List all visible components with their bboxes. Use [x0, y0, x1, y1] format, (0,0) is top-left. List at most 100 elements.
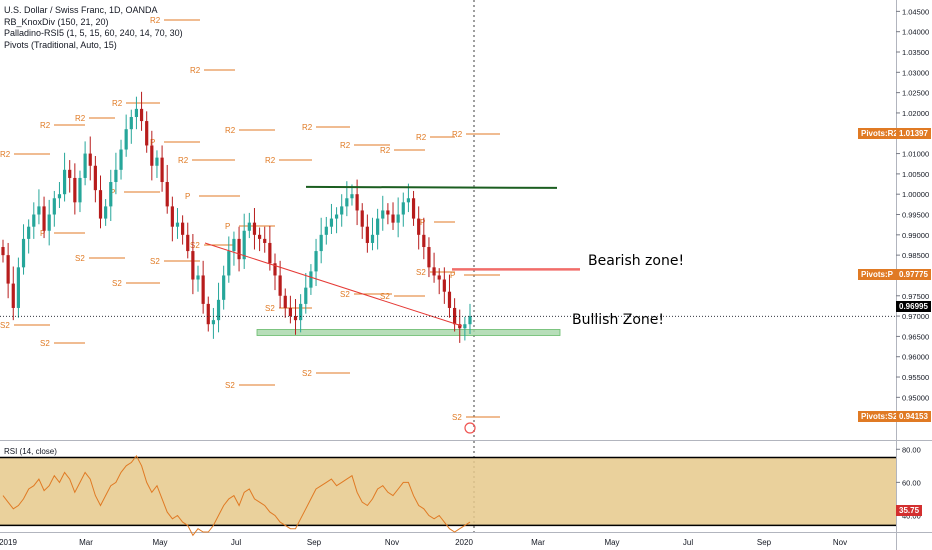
candle-body	[355, 194, 359, 211]
pivot-label-r2: R2	[190, 66, 201, 75]
pivot-label-r2: R2	[452, 130, 463, 139]
candle-body	[6, 255, 10, 284]
bullish-zone-box	[256, 329, 561, 336]
price-tick-label: 0.97000	[902, 312, 929, 321]
candle-body	[304, 287, 308, 304]
candle-body	[98, 190, 103, 219]
candle-body	[21, 238, 26, 268]
indicator-pivots[interactable]: Pivots (Traditional, Auto, 15)	[4, 39, 117, 50]
rsi-line	[2, 454, 471, 537]
candle-body	[88, 153, 92, 166]
pivot-label-r2: R2	[75, 114, 86, 123]
candle-body	[170, 206, 174, 227]
price-tick-label: 1.04500	[902, 7, 929, 16]
candle-body	[114, 169, 118, 183]
candle-body	[1, 247, 5, 256]
pivot-p-tag-name: Pivots:P	[861, 270, 894, 279]
candle-body	[206, 303, 210, 325]
pivot-label-s2: S2	[190, 241, 200, 250]
indicator-knoxdiv[interactable]: RB_KnoxDiv (150, 21, 20)	[4, 16, 109, 27]
candle-body	[165, 182, 169, 207]
pivot-label-r2: R2	[340, 141, 351, 150]
candle-body	[432, 267, 436, 276]
candle-body	[252, 222, 257, 235]
price-tick-label: 0.99500	[902, 211, 929, 220]
price-tick-label: 1.00000	[902, 190, 929, 199]
candle-body	[463, 324, 467, 329]
candle-body	[299, 303, 303, 321]
time-tick-label: Mar	[531, 538, 545, 547]
candle-body	[340, 206, 344, 215]
time-tick-label: May	[604, 538, 619, 547]
price-tick-label: 0.96000	[902, 353, 929, 362]
candle-body	[319, 234, 323, 252]
pivot-p-price: 0.97775	[896, 269, 931, 280]
pivot-r2-price: 1.01397	[896, 128, 931, 139]
candle-body	[288, 307, 292, 317]
price-tick-label: 1.02500	[902, 89, 929, 98]
rsi-tick-label: 60.00	[902, 478, 921, 487]
candle-body	[216, 299, 221, 321]
candle-body	[350, 194, 354, 199]
candle-body	[32, 214, 36, 227]
candle-body	[406, 198, 411, 203]
pivot-label-s2: S2	[302, 369, 312, 378]
candle-body	[263, 238, 267, 243]
candle-body	[447, 291, 452, 308]
symbol-title: U.S. Dollar / Swiss Franc, 1D, OANDA	[4, 5, 158, 15]
candle-body	[227, 251, 231, 276]
time-tick-label: Nov	[833, 538, 847, 547]
candle-body	[437, 275, 441, 280]
pivot-label-s2: S2	[150, 257, 160, 266]
time-tick-label: 2019	[0, 538, 17, 547]
candle-body	[314, 251, 318, 272]
candle-body	[181, 222, 185, 235]
candle-body	[427, 247, 431, 268]
candle-body	[468, 316, 472, 325]
pivot-label-p: P	[420, 218, 425, 227]
time-tick-label: Jul	[683, 538, 693, 547]
candle-body	[57, 194, 62, 199]
pivot-label-s2: S2	[452, 413, 462, 422]
candle-body	[124, 129, 128, 150]
candle-body	[232, 238, 236, 252]
candle-body	[360, 210, 364, 227]
pivot-r2-price-value: 1.01397	[899, 129, 928, 138]
rsi-value: 35.75	[899, 506, 920, 515]
candle-body	[370, 234, 375, 243]
pivot-label-p: P	[40, 229, 45, 238]
price-tick-label: 0.97500	[902, 292, 929, 301]
candle-body	[73, 177, 77, 203]
time-tick-label: Jul	[231, 538, 241, 547]
pivot-label-s2: S2	[340, 290, 350, 299]
candle-body	[175, 222, 180, 227]
candle-body	[129, 117, 133, 130]
candle-body	[391, 214, 395, 223]
pivot-s2-tag-name: Pivots:S2	[861, 412, 898, 421]
candle-body	[42, 206, 46, 231]
candle-body	[222, 275, 226, 300]
candle-body	[386, 210, 390, 215]
candle-body	[417, 218, 421, 235]
pivot-label-p: P	[225, 222, 230, 231]
candle-body	[47, 214, 51, 231]
rsi-tick-label: 80.00	[902, 445, 921, 454]
candle-body	[16, 267, 20, 308]
indicator-palladino-rsi[interactable]: Palladino-RSI5 (1, 5, 15, 60, 240, 14, 7…	[4, 28, 183, 38]
time-tick-label: May	[152, 538, 167, 547]
candle-body	[37, 206, 41, 215]
resistance-line	[305, 185, 558, 189]
candle-body	[247, 222, 251, 231]
candle-body	[257, 234, 262, 239]
pivot-label-s2: S2	[225, 381, 235, 390]
rsi-title[interactable]: RSI (14, close)	[4, 447, 57, 456]
pivot-label-s2: S2	[112, 279, 122, 288]
candle-body	[273, 263, 277, 276]
candle-body	[11, 283, 15, 308]
pivot-label-p: P	[110, 188, 115, 197]
candle-body	[201, 275, 205, 304]
pivot-label-p: P	[150, 138, 155, 147]
pivot-label-r2: R2	[112, 99, 123, 108]
candle-body	[145, 121, 149, 146]
